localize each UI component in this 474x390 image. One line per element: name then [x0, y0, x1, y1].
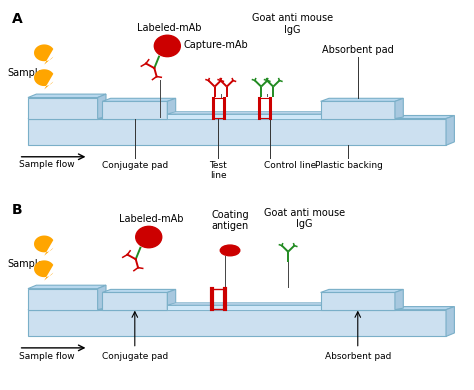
Text: Labeled-mAb: Labeled-mAb	[137, 23, 202, 32]
Text: Goat anti mouse
IgG: Goat anti mouse IgG	[252, 13, 333, 35]
Text: Conjugate pad: Conjugate pad	[102, 352, 168, 361]
Text: Goat anti mouse
IgG: Goat anti mouse IgG	[264, 208, 345, 229]
Polygon shape	[320, 101, 395, 119]
Polygon shape	[28, 115, 455, 119]
Text: Labeled-mAb: Labeled-mAb	[119, 214, 183, 223]
Polygon shape	[98, 285, 106, 310]
Text: Test
line: Test line	[210, 161, 228, 180]
Polygon shape	[167, 305, 320, 310]
Polygon shape	[28, 307, 455, 310]
Polygon shape	[446, 115, 455, 145]
Polygon shape	[167, 289, 176, 310]
Text: B: B	[12, 203, 22, 216]
Text: Coating
antigen: Coating antigen	[211, 210, 249, 231]
Polygon shape	[28, 289, 98, 310]
Polygon shape	[98, 94, 106, 119]
Polygon shape	[395, 289, 403, 310]
Polygon shape	[102, 289, 176, 292]
Circle shape	[136, 226, 162, 248]
Polygon shape	[34, 261, 54, 280]
Polygon shape	[102, 292, 167, 310]
Text: Sample flow: Sample flow	[18, 351, 74, 361]
Polygon shape	[320, 289, 403, 292]
Polygon shape	[446, 307, 455, 337]
Text: Absorbent pad: Absorbent pad	[325, 352, 391, 361]
Text: Sample flow: Sample flow	[18, 160, 74, 170]
Polygon shape	[28, 119, 446, 145]
Text: Capture-mAb: Capture-mAb	[183, 40, 248, 50]
Text: Conjugate pad: Conjugate pad	[102, 161, 168, 170]
Text: Plastic backing: Plastic backing	[315, 161, 383, 170]
Polygon shape	[34, 69, 54, 89]
Polygon shape	[320, 292, 395, 310]
Polygon shape	[28, 310, 446, 337]
Polygon shape	[395, 98, 403, 119]
Text: A: A	[12, 12, 22, 25]
Polygon shape	[34, 236, 54, 256]
Polygon shape	[28, 285, 106, 289]
Polygon shape	[167, 98, 176, 119]
Polygon shape	[167, 114, 320, 119]
Polygon shape	[28, 94, 106, 98]
Polygon shape	[28, 98, 98, 119]
Text: Sample: Sample	[7, 68, 44, 78]
Polygon shape	[320, 98, 403, 101]
Text: Absorbent pad: Absorbent pad	[322, 46, 393, 55]
Polygon shape	[34, 44, 54, 65]
Text: Sample: Sample	[7, 259, 44, 269]
Polygon shape	[102, 101, 167, 119]
Text: Control line: Control line	[264, 161, 317, 170]
Polygon shape	[167, 303, 329, 305]
Polygon shape	[102, 98, 176, 101]
Circle shape	[155, 35, 180, 57]
Ellipse shape	[220, 245, 240, 256]
Polygon shape	[167, 112, 329, 114]
